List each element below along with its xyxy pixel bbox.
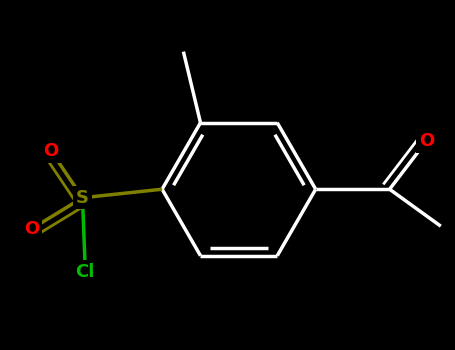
- Text: O: O: [419, 132, 434, 150]
- Text: O: O: [24, 220, 39, 238]
- Text: O: O: [44, 142, 59, 160]
- Text: Cl: Cl: [76, 263, 95, 281]
- Text: S: S: [76, 189, 89, 207]
